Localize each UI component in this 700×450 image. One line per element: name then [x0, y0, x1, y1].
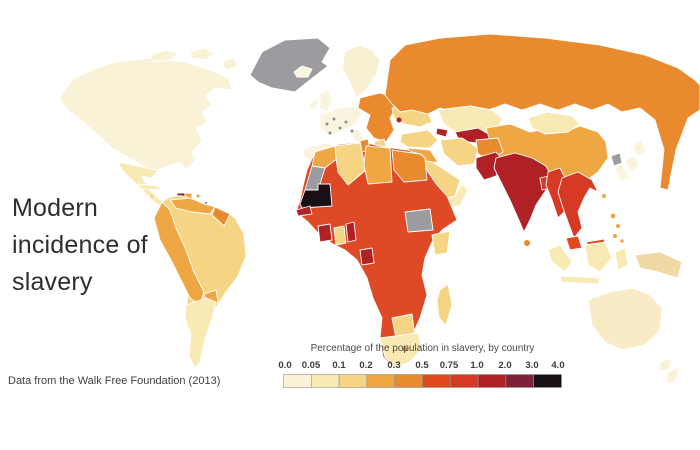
legend-colorbar [283, 374, 562, 388]
legend-swatch [505, 374, 534, 388]
region-india [493, 152, 553, 233]
legend: Percentage of the population in slavery,… [278, 343, 565, 388]
region-indochina [557, 171, 599, 239]
region-venezuela [169, 197, 216, 215]
region-indonesia-java [559, 275, 601, 285]
legend-swatch [477, 374, 507, 388]
source-note: Data from the Walk Free Foundation (2013… [8, 375, 221, 387]
region-micro-states [350, 129, 354, 133]
region-papua-new-guinea [634, 251, 683, 279]
legend-swatch [533, 374, 562, 388]
legend-tick-labels: 0.0 0.05 0.1 0.2 0.3 0.5 0.75 1.0 2.0 3.… [278, 360, 565, 372]
legend-tick: 2.0 [498, 360, 512, 371]
legend-title: Percentage of the population in slavery,… [310, 343, 535, 354]
legend-swatch [394, 374, 423, 388]
legend-swatch [450, 374, 479, 388]
region-gabon [359, 247, 375, 266]
legend-swatch [310, 374, 340, 388]
region-puerto-rico [196, 194, 200, 198]
region-canada-usa [59, 57, 233, 171]
region-mongolia [527, 111, 581, 135]
region-philippines [620, 239, 624, 243]
region-ireland [308, 98, 319, 110]
region-south-sudan [404, 208, 434, 233]
legend-tick: 1.0 [470, 360, 484, 371]
region-western-europe [319, 105, 363, 137]
region-egypt [391, 149, 428, 183]
region-philippines [616, 224, 620, 228]
region-greenland [249, 37, 331, 93]
region-iran [439, 137, 479, 167]
region-indonesia-sulawesi [614, 247, 629, 271]
region-moldova [396, 117, 402, 123]
region-malaysia [565, 235, 583, 251]
legend-tick: 0.5 [415, 360, 429, 371]
region-morocco [311, 145, 339, 169]
region-micro-states [325, 122, 329, 126]
legend-tick: 0.05 [301, 360, 321, 371]
legend-tick: 0.0 [278, 360, 292, 371]
region-micro-states [328, 131, 332, 135]
region-philippines [613, 234, 617, 238]
legend-swatch [422, 374, 451, 388]
region-caucasus [435, 127, 449, 138]
region-madagascar [436, 283, 453, 326]
region-uk [319, 89, 333, 113]
region-south-africa [379, 332, 423, 368]
region-jamaica [150, 194, 154, 198]
legend-tick: 3.0 [525, 360, 539, 371]
region-indonesia-sumatra [547, 244, 573, 273]
region-senegal [295, 205, 313, 217]
region-iceland [293, 65, 313, 78]
legend-swatch [366, 374, 396, 388]
legend-tick: 0.2 [359, 360, 373, 371]
page-title: Modern incidence of slavery [12, 190, 148, 301]
region-taiwan [602, 194, 606, 198]
region-lesotho [402, 346, 408, 352]
region-cote-divoire [317, 223, 333, 243]
legend-tick: 4.0 [551, 360, 565, 371]
legend-swatch [338, 374, 368, 388]
region-sri-lanka [524, 240, 530, 246]
region-indonesia-borneo [584, 241, 613, 273]
region-togo-benin [345, 221, 357, 243]
legend-swatch [283, 374, 312, 388]
region-kenya [431, 230, 451, 256]
legend-tick: 0.1 [332, 360, 346, 371]
region-scandinavia [341, 44, 381, 99]
region-ghana [333, 225, 347, 246]
region-arctic-islands [149, 47, 239, 71]
title-line: slavery [12, 268, 93, 296]
region-southern-cone [184, 297, 217, 369]
region-guyanas [211, 206, 231, 227]
region-micro-states [338, 126, 342, 130]
legend-tick: 0.75 [439, 360, 459, 371]
region-north-korea [610, 152, 623, 167]
region-japan [617, 139, 647, 182]
region-turkey [399, 129, 439, 149]
region-australia [587, 287, 663, 351]
region-cuba [137, 183, 164, 191]
title-line: incidence of [12, 231, 148, 259]
region-micro-states [344, 120, 348, 124]
region-libya [363, 145, 393, 185]
region-new-zealand [659, 357, 681, 385]
region-micro-states [332, 117, 336, 121]
legend-tick: 0.3 [387, 360, 401, 371]
title-line: Modern [12, 194, 98, 222]
region-philippines [610, 213, 616, 219]
